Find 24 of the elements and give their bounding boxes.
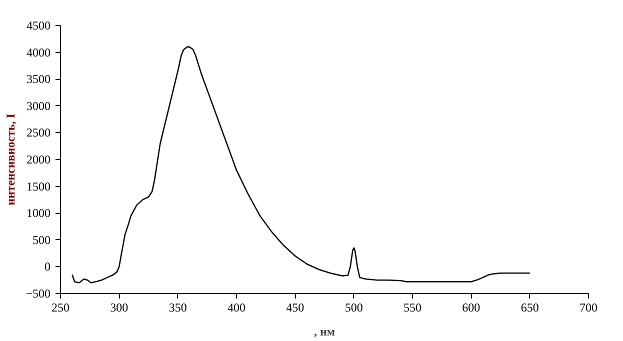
x-tick-label: 300 (110, 300, 128, 314)
x-axis-title: , нм (314, 324, 336, 338)
line-series (72, 46, 530, 284)
y-tick-label: 4000 (26, 45, 50, 60)
x-tick-label: 400 (228, 300, 246, 314)
y-tick-label: 2500 (26, 126, 50, 140)
y-axis-title: интенсивность, I (4, 113, 18, 206)
y-tick-label: 4500 (26, 18, 50, 32)
x-tick-label: 600 (462, 300, 480, 314)
y-tick-label: 1000 (26, 206, 50, 220)
y-tick-label: 3000 (26, 98, 50, 113)
x-tick-label: 350 (168, 300, 187, 314)
x-tick-label: 550 (404, 300, 422, 314)
x-tick-label: 250 (52, 300, 70, 314)
y-tick-label: 500 (32, 232, 50, 247)
y-tick-label: −500 (26, 286, 51, 300)
x-tick-label: 500 (344, 300, 363, 314)
y-tick-label: 3500 (26, 72, 50, 86)
x-tick-label: 700 (580, 300, 598, 314)
y-tick-label: 1500 (26, 179, 50, 194)
x-tick-label: 450 (286, 300, 304, 314)
y-tick-label: 2000 (26, 152, 50, 166)
y-tick-label: 0 (44, 260, 50, 274)
x-tick-label: 650 (520, 300, 539, 314)
